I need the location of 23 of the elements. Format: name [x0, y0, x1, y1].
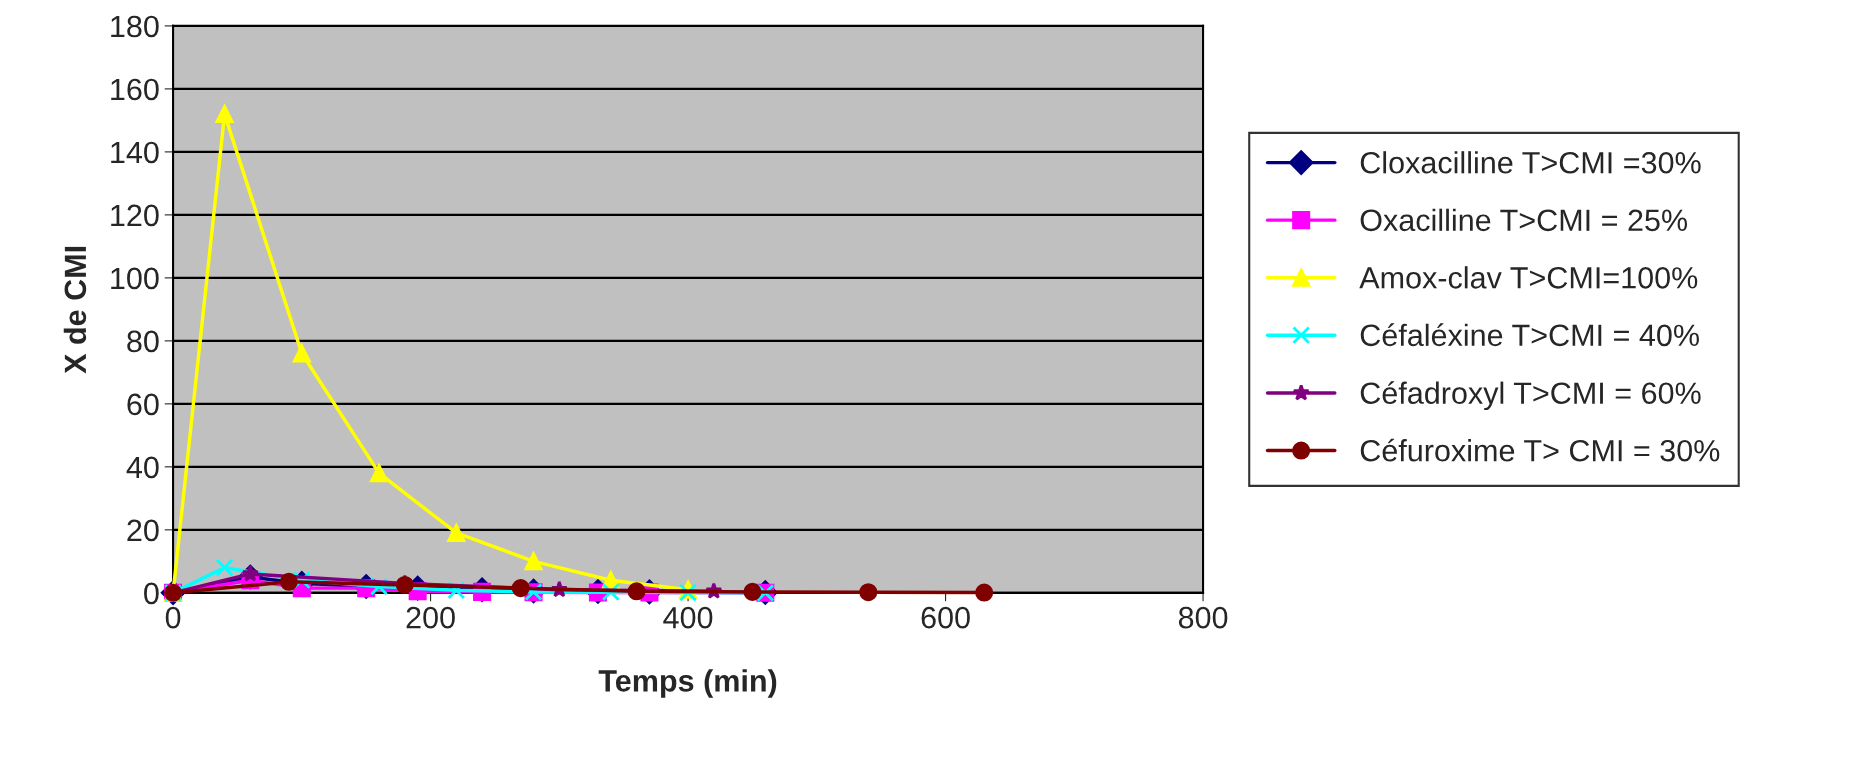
- y-tick-label: 0: [144, 582, 159, 605]
- x-axis-title: Temps (min): [598, 669, 777, 698]
- legend-label: Amox-clav T>CMI=100%: [1359, 266, 1698, 289]
- y-tick-label: 100: [111, 267, 159, 290]
- x-tick-label: 600: [921, 606, 970, 629]
- y-tick-label: 120: [111, 204, 159, 227]
- legend-label: Céfuroxime T> CMI = 30%: [1360, 438, 1720, 462]
- y-tick-label: 60: [127, 393, 159, 416]
- x-tick-label: 800: [1178, 606, 1228, 629]
- x-tick-label: 0: [165, 606, 181, 629]
- y-tick-label: 140: [111, 141, 159, 164]
- y-tick-label: 80: [127, 330, 159, 353]
- legend-label: Oxacilline T>CMI = 25%: [1360, 208, 1688, 232]
- y-tick-label: 20: [127, 519, 159, 542]
- y-tick-label: 40: [126, 456, 159, 479]
- legend-label: Cloxacilline T>CMI =30%: [1360, 151, 1701, 174]
- y-axis-title: X de CMI: [63, 246, 87, 374]
- x-tick-label: 200: [406, 606, 455, 629]
- legend-label: Céfaléxine T>CMI = 40%: [1360, 323, 1699, 347]
- legend-label: Céfadroxyl T>CMI = 60%: [1360, 381, 1701, 411]
- y-tick-label: 160: [111, 78, 159, 101]
- x-tick-label: 400: [663, 606, 713, 629]
- y-tick-label: 180: [111, 15, 159, 38]
